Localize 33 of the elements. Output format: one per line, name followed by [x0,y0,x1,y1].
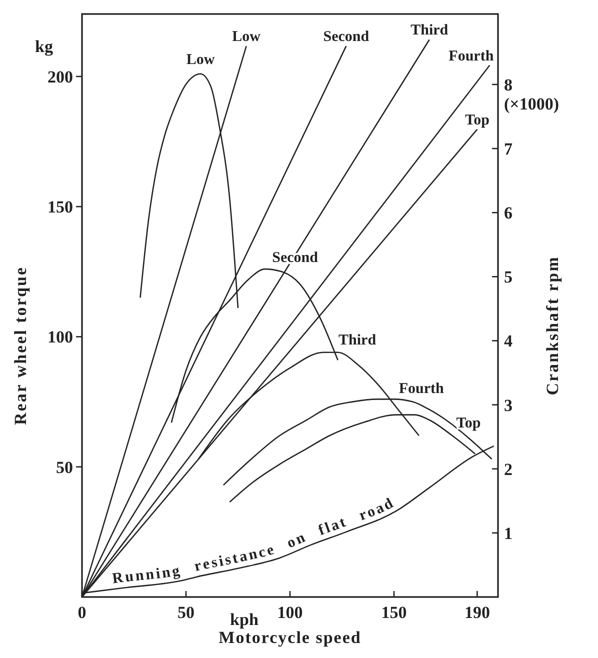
y2-tick-label: 3 [504,396,512,415]
y2-tick-label: 4 [504,332,513,351]
series-label: Top [464,112,490,128]
y2-tick-label: 2 [504,460,512,479]
y-tick-label: 200 [48,67,73,86]
series-label: Second [323,29,370,46]
y-tick-label: 50 [56,458,73,477]
series-label: Third [410,22,449,39]
text: (×1000) [504,94,560,114]
x-tick-label: 100 [277,603,303,622]
x-tick-label: 150 [381,603,407,622]
series-label: Low [186,52,215,68]
y2-tick-label: 8 [504,75,512,94]
y2-axis-title: Crankshaft rpm [543,256,562,396]
y2-tick-label: 7 [504,140,513,159]
x-tick-label: 50 [178,603,194,622]
series-label: Fourth [448,48,494,64]
x-tick-label: 190 [464,603,490,622]
series-label: Fourth [398,381,445,398]
y2-tick-label: 6 [504,204,512,223]
series-label: Running resistance on flat road [111,494,398,588]
text: kg [35,37,54,56]
y2-tick-label: 1 [504,524,512,543]
x-axis-title: Motorcycle speed [218,628,362,647]
series-label: Low [232,29,261,46]
y2-tick-label: 5 [504,268,512,287]
x-tick-label: 0 [78,603,86,622]
series-label: Top [456,416,481,432]
y-tick-label: 150 [48,198,73,217]
y-axis-title: Rear wheel torque [11,266,30,425]
series-label: Third [338,332,377,348]
y-tick-label: 100 [48,328,73,347]
text: kph [230,610,259,629]
